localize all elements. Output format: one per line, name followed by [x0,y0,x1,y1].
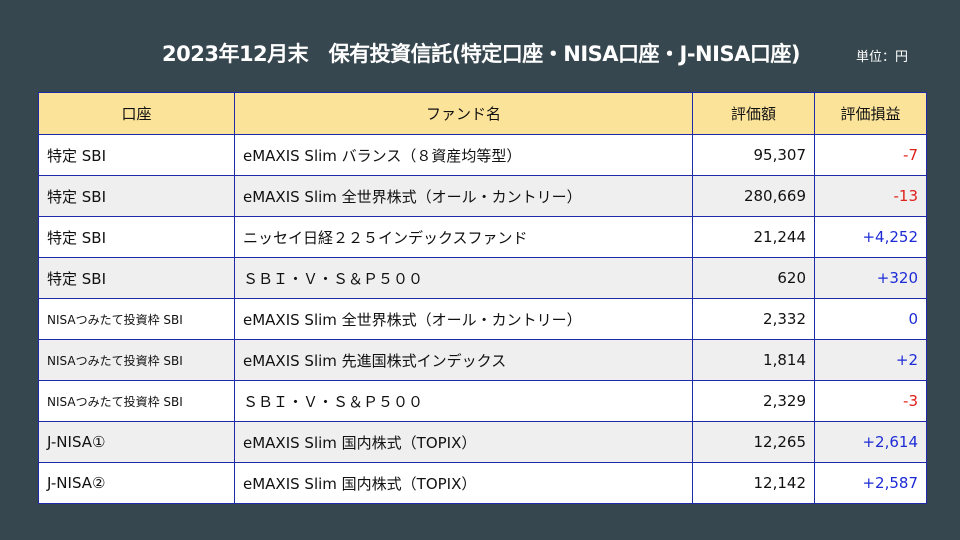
fund-name-cell: eMAXIS Slim バランス（８資産均等型） [234,134,693,176]
table-row: NISAつみたて投資枠 SBI eMAXIS Slim 先進国株式インデックス 1,… [38,339,927,381]
account-cell: NISAつみたて投資枠 SBI [38,380,235,422]
table-row: 特定 SBI eMAXIS Slim バランス（８資産均等型） 95,307 -7 [38,134,927,176]
value-cell: 12,265 [692,421,815,463]
value-cell: 2,332 [692,298,815,340]
unit-label: 単位：円 [856,50,909,65]
table-row: J-NISA② eMAXIS Slim 国内株式（TOPIX） 12,142 +2,5… [38,462,927,504]
account-cell: J-NISA① [38,421,235,463]
column-header-fund: ファンド名 [234,92,693,135]
profit-loss-cell: -13 [814,175,927,217]
table-row: J-NISA① eMAXIS Slim 国内株式（TOPIX） 12,265 +2,6… [38,421,927,463]
table-row: 特定 SBI ＳＢＩ・Ｖ・Ｓ＆Ｐ５００ 620 +320 [38,257,927,299]
value-cell: 12,142 [692,462,815,504]
fund-name-cell: eMAXIS Slim 先進国株式インデックス [234,339,693,381]
fund-name-cell: eMAXIS Slim 国内株式（TOPIX） [234,421,693,463]
table-header-row: 口座 ファンド名 評価額 評価損益 [38,92,927,135]
holdings-table: 口座 ファンド名 評価額 評価損益 特定 SBI eMAXIS Slim バランス… [38,92,927,504]
value-cell: 95,307 [692,134,815,176]
fund-name-cell: eMAXIS Slim 国内株式（TOPIX） [234,462,693,504]
account-cell: 特定 SBI [38,175,235,217]
profit-loss-cell: +2,614 [814,421,927,463]
value-cell: 620 [692,257,815,299]
profit-loss-cell: -3 [814,380,927,422]
account-cell: NISAつみたて投資枠 SBI [38,339,235,381]
account-cell: NISAつみたて投資枠 SBI [38,298,235,340]
profit-loss-cell: -7 [814,134,927,176]
account-cell: 特定 SBI [38,216,235,258]
column-header-account: 口座 [38,92,235,135]
table-row: NISAつみたて投資枠 SBI ＳＢＩ・Ｖ・Ｓ＆Ｐ５００ 2,329 -3 [38,380,927,422]
page-title: 2023年12月末 保有投資信託(特定口座・NISA口座・J-NISA口座) [162,42,800,66]
profit-loss-cell: +2,587 [814,462,927,504]
profit-loss-cell: 0 [814,298,927,340]
profit-loss-cell: +320 [814,257,927,299]
fund-name-cell: eMAXIS Slim 全世界株式（オール・カントリー） [234,298,693,340]
fund-name-cell: ＳＢＩ・Ｖ・Ｓ＆Ｐ５００ [234,257,693,299]
value-cell: 21,244 [692,216,815,258]
fund-name-cell: ＳＢＩ・Ｖ・Ｓ＆Ｐ５００ [234,380,693,422]
fund-name-cell: eMAXIS Slim 全世界株式（オール・カントリー） [234,175,693,217]
profit-loss-cell: +4,252 [814,216,927,258]
account-cell: J-NISA② [38,462,235,504]
value-cell: 1,814 [692,339,815,381]
table-row: NISAつみたて投資枠 SBI eMAXIS Slim 全世界株式（オール・カント… [38,298,927,340]
fund-name-cell: ニッセイ日経２２５インデックスファンド [234,216,693,258]
account-cell: 特定 SBI [38,257,235,299]
table-row: 特定 SBI ニッセイ日経２２５インデックスファンド 21,244 +4,252 [38,216,927,258]
column-header-pl: 評価損益 [814,92,927,135]
table-row: 特定 SBI eMAXIS Slim 全世界株式（オール・カントリー） 280,66… [38,175,927,217]
profit-loss-cell: +2 [814,339,927,381]
column-header-value: 評価額 [692,92,815,135]
value-cell: 2,329 [692,380,815,422]
value-cell: 280,669 [692,175,815,217]
account-cell: 特定 SBI [38,134,235,176]
